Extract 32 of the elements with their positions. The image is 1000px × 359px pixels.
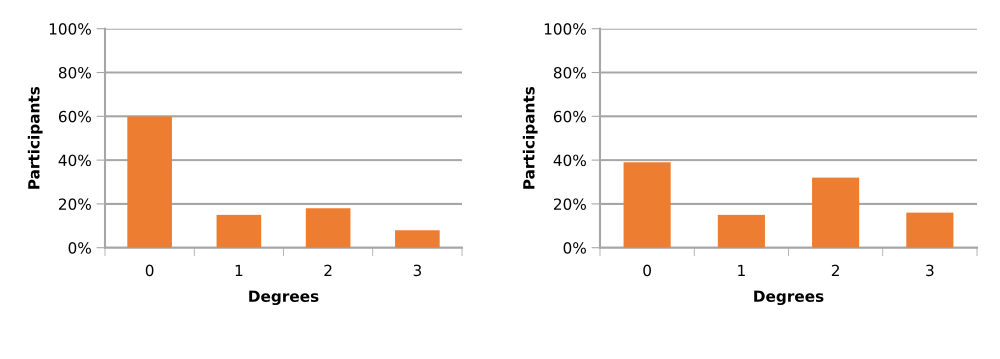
y-tick-label: 40%: [58, 154, 91, 166]
bar: [906, 212, 954, 248]
y-tick-label: 60%: [554, 110, 586, 122]
x-tick-label: 1: [738, 264, 745, 276]
y-tick-label: 100%: [50, 23, 91, 35]
x-tick-label: 0: [146, 264, 154, 276]
y-tick-label: 20%: [58, 198, 91, 210]
y-tick-label: 40%: [554, 154, 586, 166]
y-tick-label: 20%: [554, 198, 586, 210]
x-tick-label: 3: [926, 264, 934, 276]
bar: [624, 162, 671, 248]
y-tick-label: 0%: [564, 242, 586, 254]
x-tick-label: 1: [236, 264, 242, 276]
x-tick-label: 3: [414, 264, 422, 276]
x-axis-title: Degrees: [754, 290, 824, 306]
y-tick-label: 60%: [58, 110, 91, 122]
bar: [395, 230, 440, 248]
y-tick-label: 0%: [68, 242, 91, 254]
y-axis-title: Participants: [28, 86, 43, 189]
x-axis-title: Degrees: [249, 290, 318, 306]
bar: [216, 214, 262, 248]
bar: [718, 214, 765, 248]
bar: [306, 208, 350, 248]
y-tick-label: 100%: [544, 23, 586, 35]
y-axis-title: Participants: [522, 86, 538, 189]
y-tick-label: 80%: [554, 66, 586, 79]
bar: [127, 116, 172, 248]
x-tick-label: 2: [324, 264, 332, 276]
x-tick-label: 2: [832, 264, 839, 276]
y-tick-label: 80%: [58, 66, 91, 79]
bar: [812, 178, 860, 248]
x-tick-label: 0: [643, 264, 651, 276]
